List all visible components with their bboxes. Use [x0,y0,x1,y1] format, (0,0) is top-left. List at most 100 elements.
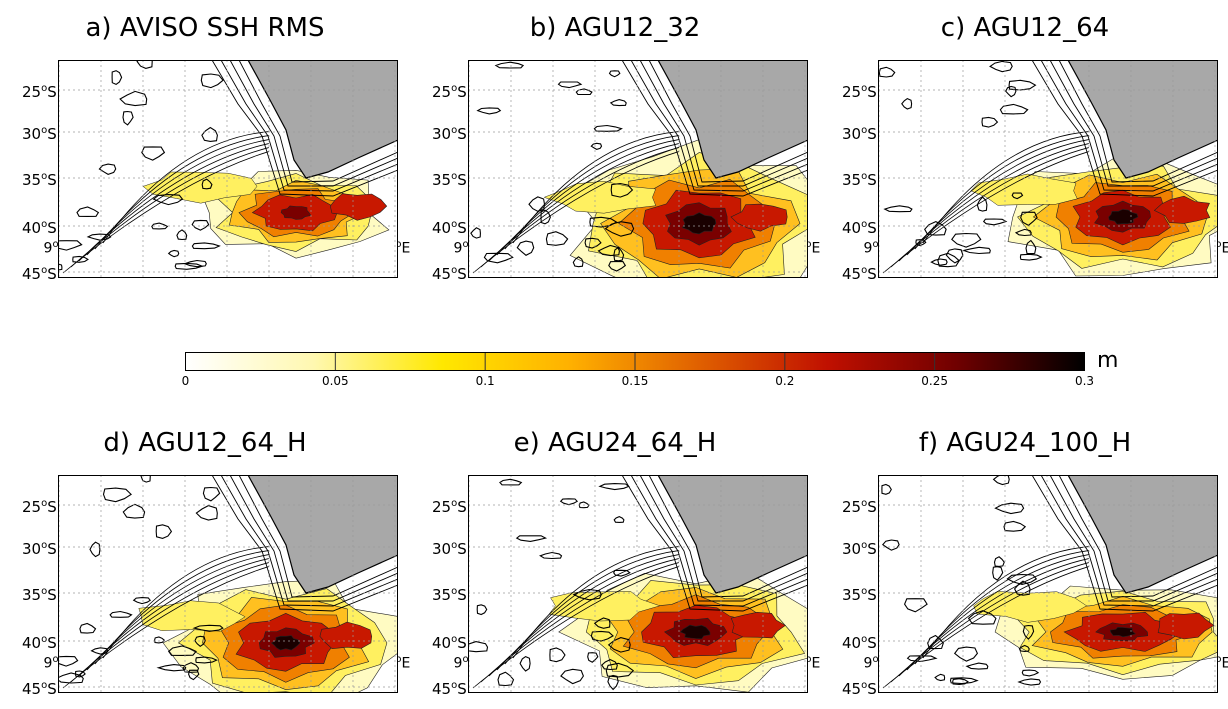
latitude-label: 45oS [432,263,467,282]
hemisphere: S [867,498,877,516]
ssh-rms-contour [1108,209,1139,225]
latitude-value: 45 [22,680,42,698]
bathymetry-contour [1040,475,1218,607]
longitude-value: 9 [453,655,463,672]
map-area [58,475,398,693]
bathymetry-contour [229,60,398,187]
latitude-value: 25 [842,498,862,516]
latitude-value: 40 [22,634,42,652]
colorbar-tick-label: 0.15 [621,374,649,388]
latitude-value: 45 [22,265,42,283]
latitude-value: 30 [842,125,862,143]
hemisphere: S [457,171,467,189]
degree-sign: o [451,83,458,94]
bathymetry-contour [575,88,593,96]
bathymetry-contour [1006,573,1038,585]
colorbar-tick-label: 0 [181,374,190,388]
bathymetry-contour [590,630,614,642]
bathymetry-contour [1049,475,1218,602]
bathymetry-contour [639,475,808,602]
hemisphere: S [47,680,57,698]
latitude-label: 25oS [22,496,57,515]
map-panel: e) AGU24_64_H25oS30oS35oS40oS45oS9oW4oW1… [410,427,820,697]
bathymetry-contour [152,194,184,206]
degree-sign: o [451,171,458,182]
bathymetry-contour [648,60,808,183]
bathymetry-contour [182,662,200,673]
map-area [878,60,1218,278]
bathymetry-contour [992,566,1004,581]
latitude-value: 35 [22,171,42,189]
degree-sign: o [41,83,48,94]
latitude-label: 35oS [842,584,877,603]
map-area [58,60,398,278]
bathymetry-contour [608,260,627,272]
latitude-value: 30 [432,540,452,558]
degree-sign: o [451,498,458,509]
bathymetry-contour [922,131,1089,244]
bathymetry-contour [470,227,481,239]
bathymetry-contour [1040,60,1218,192]
longitude-value: 9 [863,240,873,257]
hemisphere: S [47,498,57,516]
bathymetry-contour [238,475,398,598]
ssh-rms-contour [319,621,373,650]
bathymetry-contour [648,475,808,598]
bathymetry-contour [519,655,531,672]
bathymetry-contour [94,135,269,250]
bathymetry-contour [952,678,969,686]
hemisphere: S [867,540,877,558]
ssh-rms-contour [1109,627,1137,638]
bathymetry-contour [613,569,631,577]
bathymetry-contour [176,229,188,241]
latitude-label: 35oS [22,584,57,603]
latitude-value: 40 [842,634,862,652]
degree-sign: o [451,586,458,597]
bathymetry-contour [589,216,618,228]
bathymetry-contour [607,637,631,653]
latitude-value: 45 [842,265,862,283]
bathymetry-contour [167,645,197,656]
degree-sign: o [861,498,868,509]
hemisphere: S [457,680,467,698]
bathymetry-contour [639,60,808,187]
map-frame [468,60,808,278]
bathymetry-contour [188,669,200,681]
hemisphere: S [457,83,467,101]
bathymetry-contour [1058,475,1218,598]
bathymetry-contour [1019,253,1043,261]
land-mass [657,60,808,179]
bathymetry-contour [1014,228,1032,237]
latitude-label: 30oS [432,538,467,557]
bathymetry-contour [557,81,583,89]
latitude-value: 45 [432,680,452,698]
bathymetry-contour [512,546,679,659]
longitude-value: 9 [43,655,53,672]
map-area [878,475,1218,693]
bathymetry-contour [572,588,602,601]
bathymetry-contour [109,610,133,618]
bathymetry-contour [608,70,621,78]
bathymetry-contour [192,624,224,632]
hemisphere: S [47,83,57,101]
bathymetry-contour [1025,239,1037,255]
hemisphere: S [867,634,877,652]
bathymetry-contour [584,237,602,249]
bathymetry-contour [924,220,947,236]
hemisphere: S [867,265,877,283]
map-grid [468,60,808,278]
bathymetry-contour [1021,669,1040,677]
colorbar-tick-label: 0.25 [921,374,949,388]
map-panel: f) AGU24_100_H25oS30oS35oS40oS45oS9oW4oW… [820,427,1228,697]
latitude-label: 25oS [842,81,877,100]
ssh-rms-contour [681,212,717,235]
bathymetry-contour [102,487,132,503]
bathymetry-contour [613,515,625,523]
degree-sign: o [861,125,868,136]
degree-sign: o [41,680,48,691]
degree-sign: o [451,540,458,551]
map-frame [58,475,398,693]
hemisphere: S [47,540,57,558]
bathymetry-contour [607,674,619,691]
map-panel: d) AGU12_64_H25oS30oS35oS40oS45oS9oW4oW1… [0,427,410,697]
